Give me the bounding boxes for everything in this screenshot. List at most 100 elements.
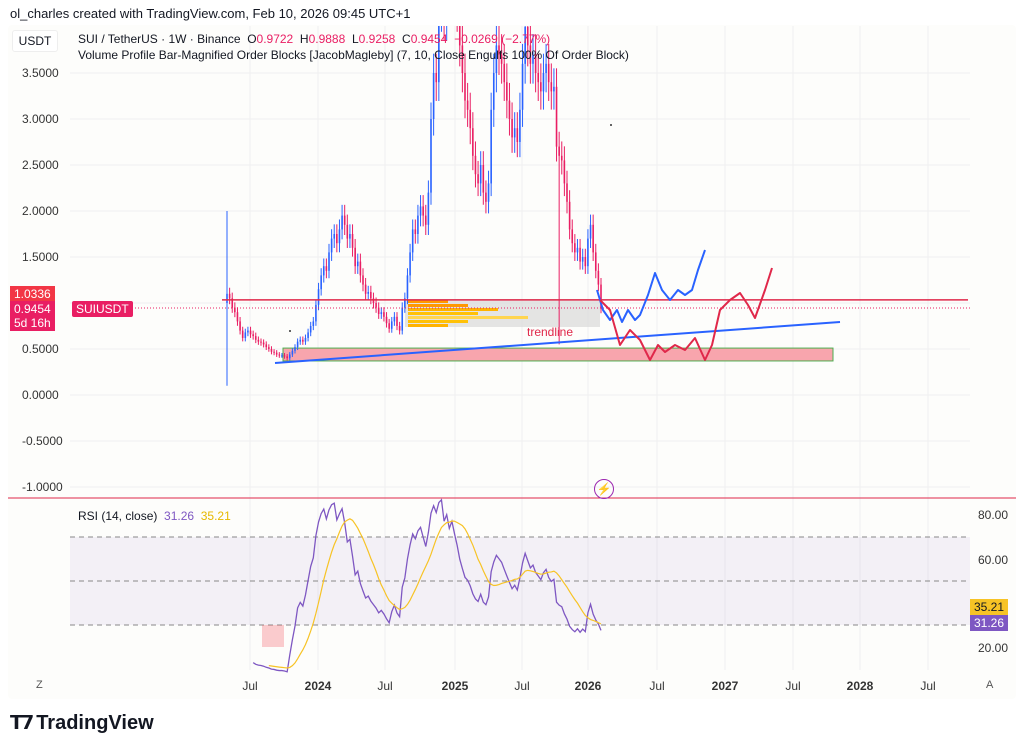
candle (312, 316, 315, 331)
currency-button[interactable]: USDT (12, 30, 58, 52)
candle (458, 26, 461, 67)
candle (560, 141, 563, 175)
candle (241, 326, 244, 342)
candle (317, 282, 320, 311)
symbol-tag: SUIUSDT (72, 301, 133, 317)
candle (516, 112, 519, 158)
candle (239, 316, 241, 335)
price-axis-label: 1.5000 (22, 250, 59, 264)
projection-path-bearish (599, 267, 773, 361)
candle (553, 68, 555, 110)
volume-profile-bar (408, 324, 448, 327)
candle (422, 195, 424, 227)
level-price-tag: 1.0336 (10, 286, 55, 302)
candle (555, 68, 558, 162)
candle (495, 26, 498, 93)
candle (226, 211, 228, 386)
change-value: −0.0269 (−2.77%) (454, 32, 551, 46)
candle (427, 180, 430, 236)
candle (283, 353, 286, 359)
candle (438, 26, 440, 101)
zoom-reset-button[interactable]: Z (36, 679, 43, 691)
symbol-legend: SUI / TetherUS · 1W · Binance O0.9722 H0… (78, 32, 550, 46)
rsi-legend[interactable]: RSI (14, close) 31.26 35.21 (78, 509, 231, 523)
lightning-event-icon[interactable]: ⚡ (594, 479, 614, 499)
candle (247, 326, 249, 337)
candle (503, 43, 506, 101)
time-axis-label: 2024 (304, 679, 332, 693)
drawing-dot (610, 124, 612, 126)
rsi-axis-20: 20.00 (978, 641, 1009, 655)
symbol-name[interactable]: SUI / TetherUS · 1W · Binance (78, 32, 241, 46)
candle (268, 344, 270, 352)
candle (461, 26, 464, 93)
candle (254, 332, 257, 344)
candle (534, 34, 537, 93)
rsi-oversold-fill (262, 625, 284, 647)
close-value: 0.9454 (410, 32, 448, 46)
price-axis-label: 2.0000 (22, 204, 59, 218)
candle (385, 312, 388, 328)
volume-profile-bar (408, 304, 468, 307)
time-axis-label: 2025 (441, 679, 469, 693)
time-axis-label: 2026 (574, 679, 602, 693)
candle (257, 336, 260, 345)
candle (477, 160, 479, 197)
candle (260, 338, 262, 346)
volume-profile-bar (408, 316, 528, 319)
bar-countdown: 5d 16h (14, 316, 51, 330)
candle (576, 238, 579, 261)
candle (498, 26, 500, 76)
time-axis-label: 2028 (846, 679, 874, 693)
candle (401, 302, 404, 335)
candle (419, 195, 422, 227)
candle (380, 307, 383, 319)
candle (252, 330, 254, 340)
candle (406, 268, 409, 305)
candle (409, 243, 411, 283)
candle (449, 0, 451, 23)
candle (456, 26, 458, 32)
candle (278, 352, 281, 358)
candle (336, 224, 338, 253)
candle (519, 92, 521, 158)
high-value: 0.9888 (308, 32, 346, 46)
candle (281, 353, 283, 358)
time-axis-label: Jul (242, 679, 258, 693)
rsi-value: 31.26 (164, 509, 195, 523)
price-axis-label: 2.5000 (22, 158, 59, 172)
candle (513, 112, 516, 153)
auto-scale-button[interactable]: A (986, 679, 994, 691)
candle (526, 26, 529, 67)
rsi-axis-80: 80.00 (978, 508, 1009, 522)
candle (469, 92, 472, 145)
order-block-zone (282, 347, 834, 362)
candle (579, 238, 581, 270)
candle (432, 53, 435, 136)
candle (490, 92, 492, 197)
candle (511, 102, 513, 153)
candle (424, 204, 427, 236)
candle (532, 34, 534, 84)
candle (435, 53, 438, 101)
indicator-legend[interactable]: Volume Profile Bar-Magnified Order Block… (78, 48, 629, 62)
candle (404, 292, 406, 313)
high-label: H (299, 32, 309, 46)
candle (440, 26, 442, 32)
last-price: 0.9454 (14, 302, 51, 316)
candle (325, 258, 328, 279)
rsi-ma-line (268, 518, 602, 669)
price-axis-label: 3.0000 (22, 112, 59, 126)
candle (244, 328, 247, 342)
candle (594, 243, 597, 279)
price-axis-label: 0.0000 (22, 388, 59, 402)
candle (330, 229, 333, 261)
time-axis-label: Jul (514, 679, 530, 693)
candle (322, 258, 325, 283)
candle (249, 326, 252, 338)
candle (550, 63, 553, 110)
candle (474, 141, 477, 188)
tradingview-logo[interactable]: 𝗧𝟳 TradingView (10, 712, 154, 735)
volume-profile-bar (408, 312, 478, 315)
